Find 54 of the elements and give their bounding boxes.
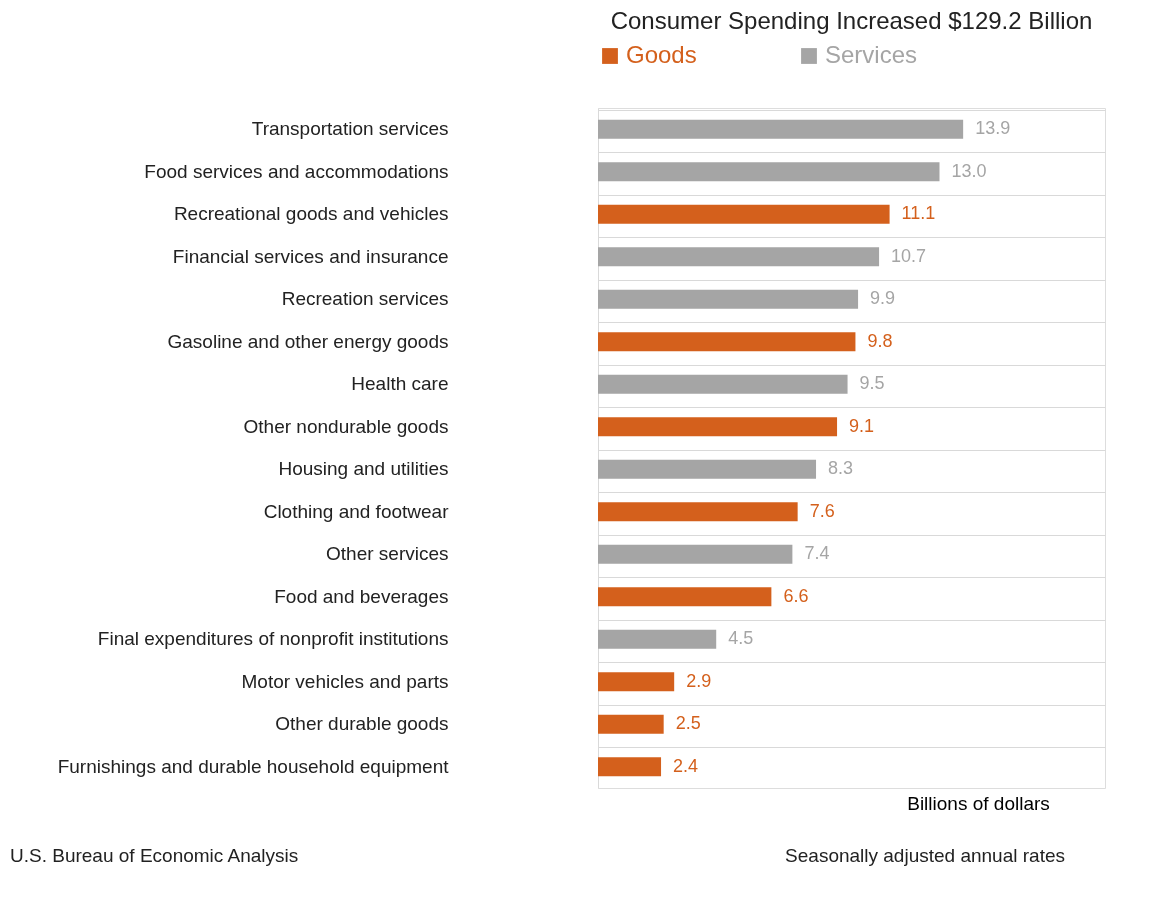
- text: U.S. Bureau of Economic Analysis: [10, 845, 299, 866]
- bar: [598, 289, 859, 309]
- bar: [598, 162, 940, 182]
- bar: [598, 502, 798, 522]
- bar: [598, 119, 964, 139]
- bar: [598, 544, 793, 564]
- bar: [598, 459, 817, 479]
- data-label: 10.7: [891, 245, 927, 266]
- y-tick-label: Food and beverages: [274, 585, 449, 607]
- y-tick-label: Recreational goods and vehicles: [173, 203, 449, 225]
- data-label: 7.4: [804, 543, 830, 564]
- data-label: 9.9: [870, 288, 896, 309]
- bar: [598, 247, 880, 267]
- y-tick-label: Clothing and footwear: [263, 500, 450, 522]
- data-label: 4.5: [728, 628, 754, 649]
- data-label: 8.3: [828, 458, 854, 479]
- y-tick-label: Transportation services: [251, 118, 449, 140]
- bar: [598, 629, 717, 649]
- data-label: 6.6: [783, 585, 809, 606]
- y-tick-label: Final expenditures of nonprofit institutions: [97, 628, 449, 650]
- data-label: 2.9: [686, 670, 712, 691]
- y-tick-label: Gasoline and other energy goods: [167, 330, 449, 352]
- text: Seasonally adjusted annual rates: [785, 845, 1065, 866]
- y-tick-label: Financial services and insurance: [172, 245, 449, 267]
- bar: [598, 417, 838, 437]
- y-tick-label: Food services and accommodations: [144, 160, 449, 182]
- legend-label: Goods: [626, 41, 697, 68]
- y-tick-label: Other services: [326, 543, 449, 565]
- bar: [598, 204, 890, 224]
- bar: [598, 672, 675, 692]
- y-tick-label: Housing and utilities: [278, 458, 449, 480]
- data-label: 13.0: [951, 160, 987, 181]
- x-axis-title: Billions of dollars: [907, 792, 1050, 814]
- data-label: 2.4: [673, 755, 699, 776]
- data-label: 9.8: [867, 330, 893, 351]
- y-tick-label: Health care: [351, 373, 449, 395]
- data-label: 11.1: [901, 203, 936, 224]
- data-label: 9.1: [849, 415, 875, 436]
- y-tick-label: Recreation services: [281, 288, 449, 310]
- y-tick-label: Other nondurable goods: [243, 415, 449, 437]
- data-label: 9.5: [859, 373, 885, 394]
- chart-title: Consumer Spending Increased $129.2 Billion: [610, 7, 1093, 34]
- data-label: 13.9: [975, 118, 1011, 139]
- bar: [598, 757, 662, 777]
- bar: [598, 332, 856, 352]
- y-tick-label: Motor vehicles and parts: [241, 670, 449, 692]
- data-label: 2.5: [675, 713, 701, 734]
- legend-label: Services: [825, 41, 918, 68]
- y-tick-label: Furnishings and durable household equipment: [57, 755, 450, 777]
- data-label: 7.6: [809, 500, 835, 521]
- bar: [598, 714, 664, 734]
- bar: [598, 587, 772, 607]
- bar: [598, 374, 848, 394]
- y-tick-label: Other durable goods: [275, 713, 449, 735]
